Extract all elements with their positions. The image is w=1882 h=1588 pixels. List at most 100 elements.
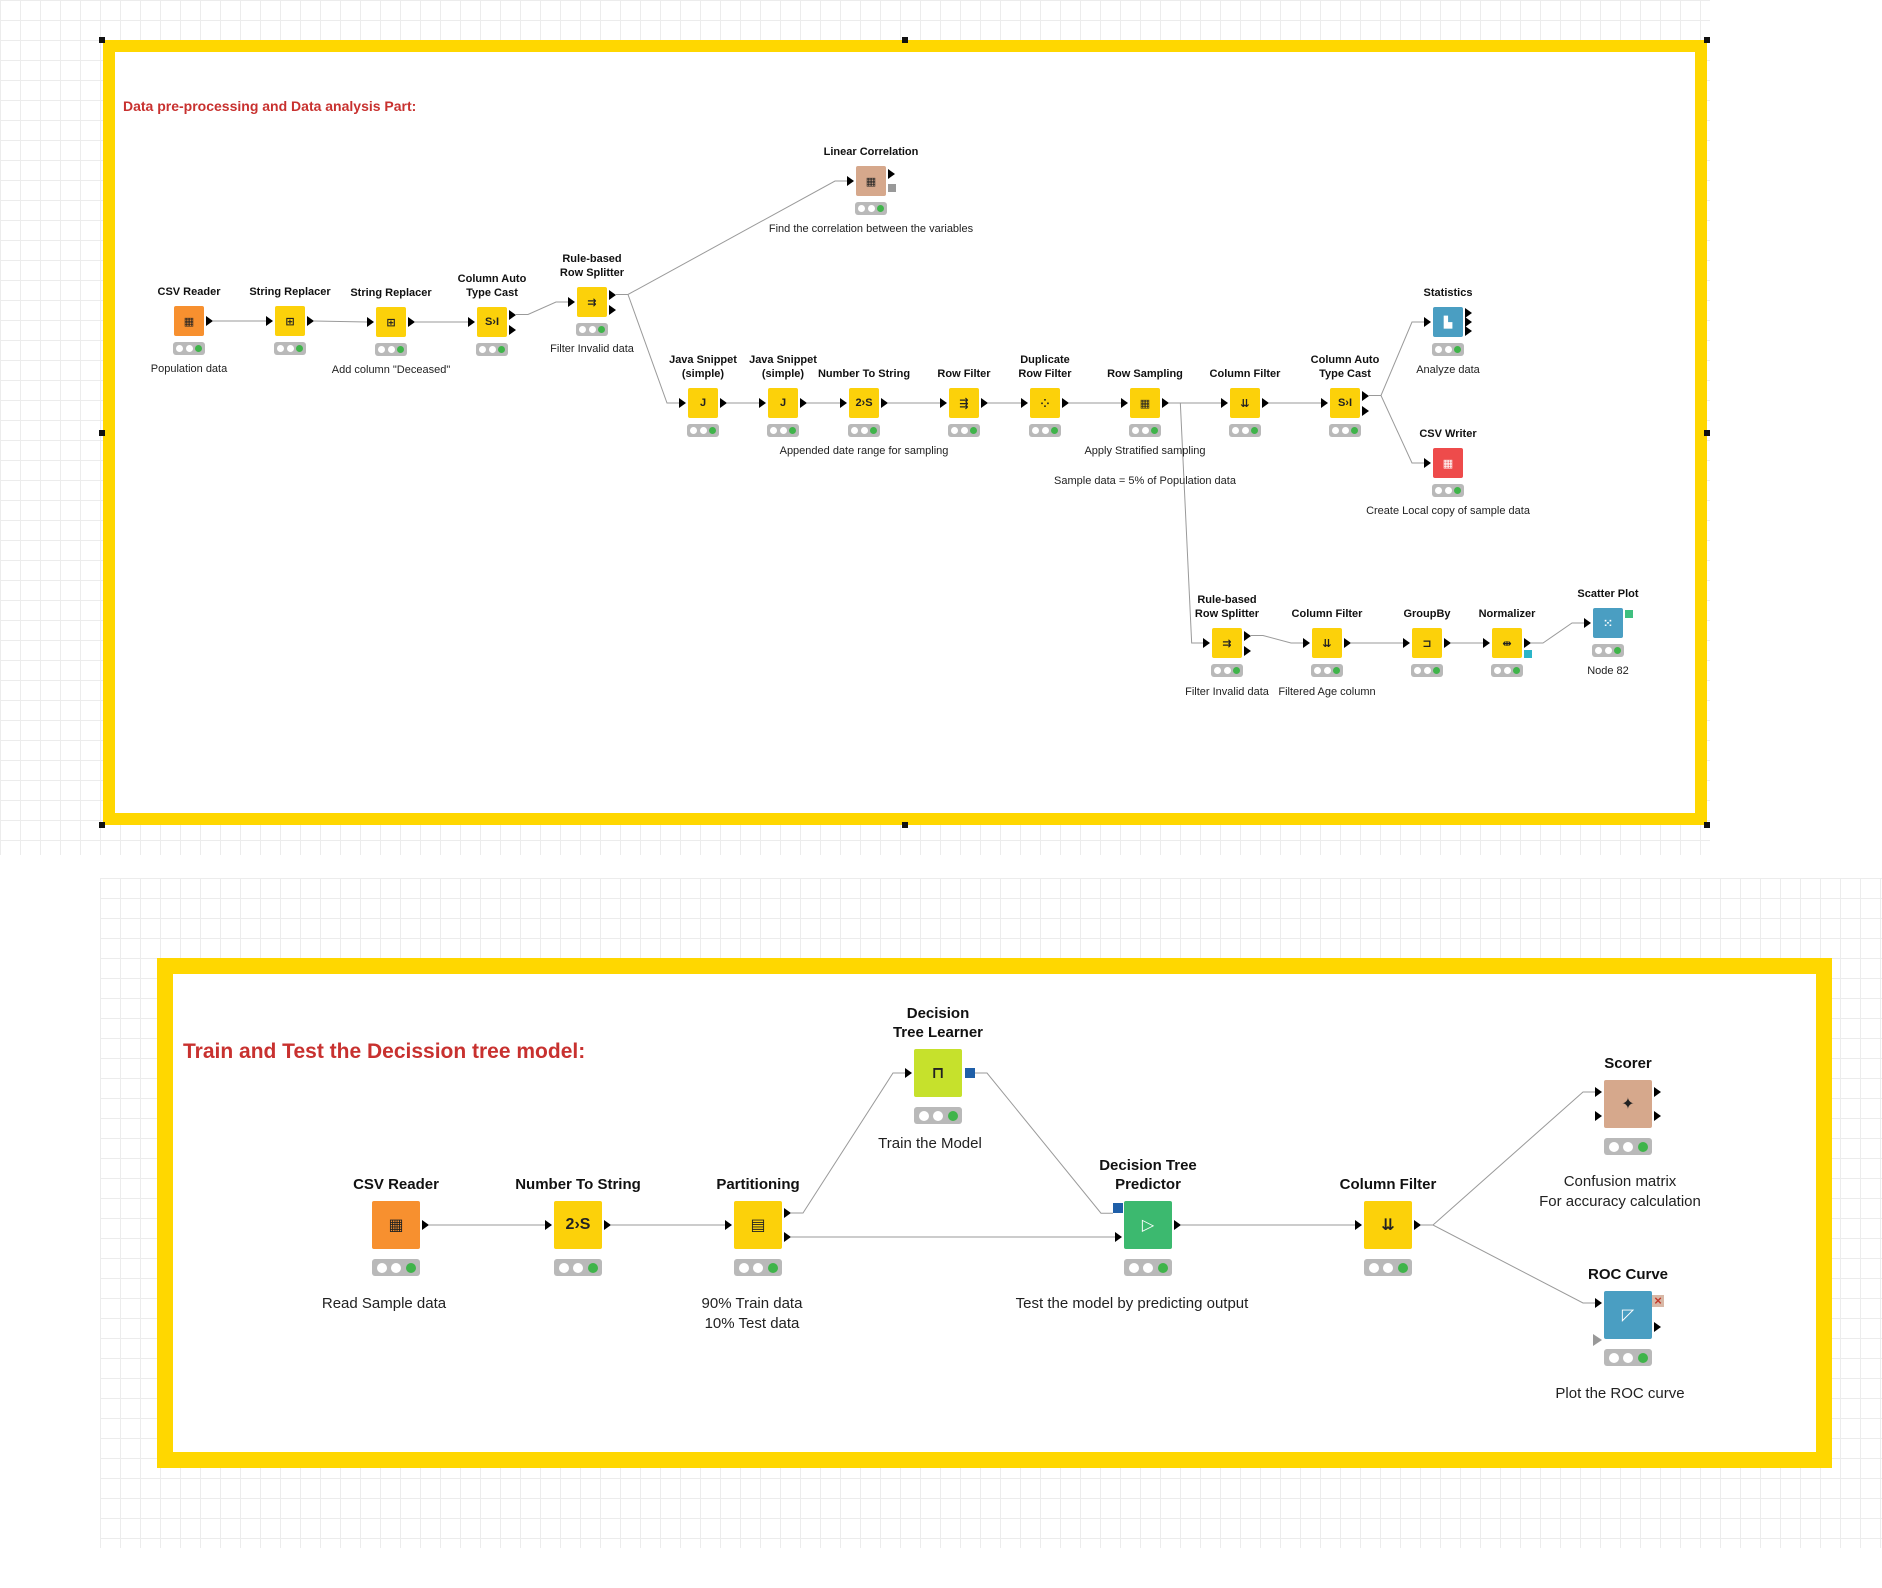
connection-rule-based-row-splitter-1-to-java-snippet-1[interactable] [616,294,679,404]
node-label[interactable]: Rule-based Row Splitter [1194,594,1260,620]
output-port[interactable] [408,317,415,327]
node-label[interactable]: Partitioning [716,1176,800,1193]
node-linear-correlation[interactable]: ▦ [847,166,896,215]
node-label[interactable]: Decision Tree Predictor [1099,1157,1197,1193]
input-port[interactable] [1595,1087,1602,1097]
output-port[interactable] [1362,390,1369,401]
output-port[interactable] [206,316,213,326]
output-port[interactable] [888,168,895,179]
node-comment[interactable]: Confusion matrix For accuracy calculatio… [1539,1173,1701,1211]
node-column-auto-type-cast-1[interactable]: S›I [468,307,516,356]
node-label[interactable]: Rule-based Row Splitter [559,253,625,279]
node-column-filter-2[interactable]: ⇊ [1303,628,1351,677]
input-port[interactable] [679,398,686,408]
node-string-replacer-2[interactable]: ⊞ [367,307,415,356]
resize-handle[interactable] [902,822,908,828]
node-comment[interactable]: Population data [150,363,228,375]
node-comment[interactable]: Node 82 [1587,665,1629,677]
node-comment[interactable]: Appended date range for sampling [779,445,949,457]
output-port[interactable] [1465,317,1472,327]
node-b-scorer[interactable]: ✦ [1595,1080,1661,1155]
output-port[interactable] [1244,645,1251,656]
output-port[interactable] [1654,1087,1661,1097]
node-java-snippet-1[interactable]: J [679,388,727,437]
node-comment[interactable]: Analyze data [1416,364,1480,376]
node-label[interactable]: Column Auto Type Cast [457,273,527,299]
input-port[interactable] [840,398,847,408]
output-port[interactable] [604,1220,611,1230]
output-port[interactable] [1465,326,1472,336]
output-port[interactable] [509,309,516,320]
node-row-filter[interactable]: ⇶ [940,388,988,437]
input-port[interactable] [1121,398,1128,408]
input-port[interactable] [1424,317,1431,327]
node-label[interactable]: Normalizer [1478,608,1536,620]
resize-handle[interactable] [99,822,105,828]
node-label[interactable]: String Replacer [350,287,432,299]
input-port[interactable] [266,316,273,326]
node-label[interactable]: GroupBy [1403,608,1451,620]
input-port[interactable] [1403,638,1410,648]
resize-handle[interactable] [1704,822,1710,828]
input-port[interactable] [1483,638,1490,648]
input-port[interactable] [1595,1111,1602,1121]
model-input-port[interactable] [1113,1203,1123,1214]
output-port[interactable] [981,398,988,408]
resize-handle[interactable] [99,430,105,436]
connection-column-auto-type-cast-2-to-csv-writer[interactable] [1369,395,1424,464]
node-b-decision-tree-predictor[interactable]: ▷ [1113,1201,1181,1276]
model-output-port[interactable] [1524,649,1532,658]
node-label[interactable]: Column Filter [1339,1176,1437,1193]
node-label[interactable]: String Replacer [249,286,331,298]
node-java-snippet-2[interactable]: J [759,388,807,437]
connection-rule-based-row-splitter-1-to-linear-correlation[interactable] [616,180,847,295]
output-port[interactable] [720,398,727,408]
image-output-port[interactable]: × [1652,1294,1664,1307]
input-port[interactable] [847,176,854,186]
input-port[interactable] [940,398,947,408]
node-comment[interactable]: Add column "Deceased" [331,364,451,376]
node-rule-based-row-splitter-1[interactable]: ⇉ [568,287,616,336]
output-port[interactable] [509,324,516,335]
node-b-number-to-string[interactable]: 2›S [545,1201,611,1276]
node-row-sampling[interactable]: ▦ [1121,388,1169,437]
node-comment[interactable]: Filtered Age column [1278,686,1376,698]
node-string-replacer-1[interactable]: ⊞ [266,306,314,355]
output-port[interactable] [881,398,888,408]
node-csv-writer[interactable]: ▦ [1424,448,1464,497]
node-label[interactable]: Java Snippet (simple) [669,354,737,380]
input-port[interactable] [759,398,766,408]
connection-rule-based-row-splitter-2-to-column-filter-2[interactable] [1251,635,1303,644]
output-port[interactable] [609,289,616,300]
node-b-partitioning[interactable]: ▤ [725,1201,791,1276]
optional-input-port[interactable] [1593,1334,1602,1347]
output-port[interactable] [1444,638,1451,648]
input-port[interactable] [1321,398,1328,408]
connection-normalizer-to-scatter-plot[interactable] [1531,622,1584,644]
resize-handle[interactable] [1704,430,1710,436]
node-label[interactable]: Column Auto Type Cast [1310,354,1380,380]
output-port[interactable] [609,304,616,315]
output-port[interactable] [1262,398,1269,408]
output-port[interactable] [1654,1322,1661,1332]
output-port[interactable] [1174,1220,1181,1230]
output-port[interactable] [422,1220,429,1230]
input-port[interactable] [1221,398,1228,408]
node-label[interactable]: Number To String [515,1176,641,1193]
node-label[interactable]: Java Snippet (simple) [749,354,817,380]
node-comment[interactable]: 90% Train data 10% Test data [701,1295,803,1333]
node-comment[interactable]: Filter Invalid data [1185,686,1269,698]
output-port[interactable] [1465,308,1472,318]
input-port[interactable] [1303,638,1310,648]
output-port[interactable] [1244,630,1251,641]
annotation-top[interactable]: Data pre-processing and Data analysis Pa… [103,40,1707,825]
node-scatter-plot[interactable]: ⁙ [1584,608,1633,657]
resize-handle[interactable] [1704,37,1710,43]
node-label[interactable]: Number To String [817,368,911,380]
node-normalizer[interactable]: ⇹ [1483,628,1532,677]
connection-string-replacer-1-to-string-replacer-2[interactable] [313,320,368,323]
input-port[interactable] [725,1220,732,1230]
input-port[interactable] [545,1220,552,1230]
output-port[interactable] [784,1208,791,1218]
node-number-to-string-1[interactable]: 2›S [840,388,888,437]
